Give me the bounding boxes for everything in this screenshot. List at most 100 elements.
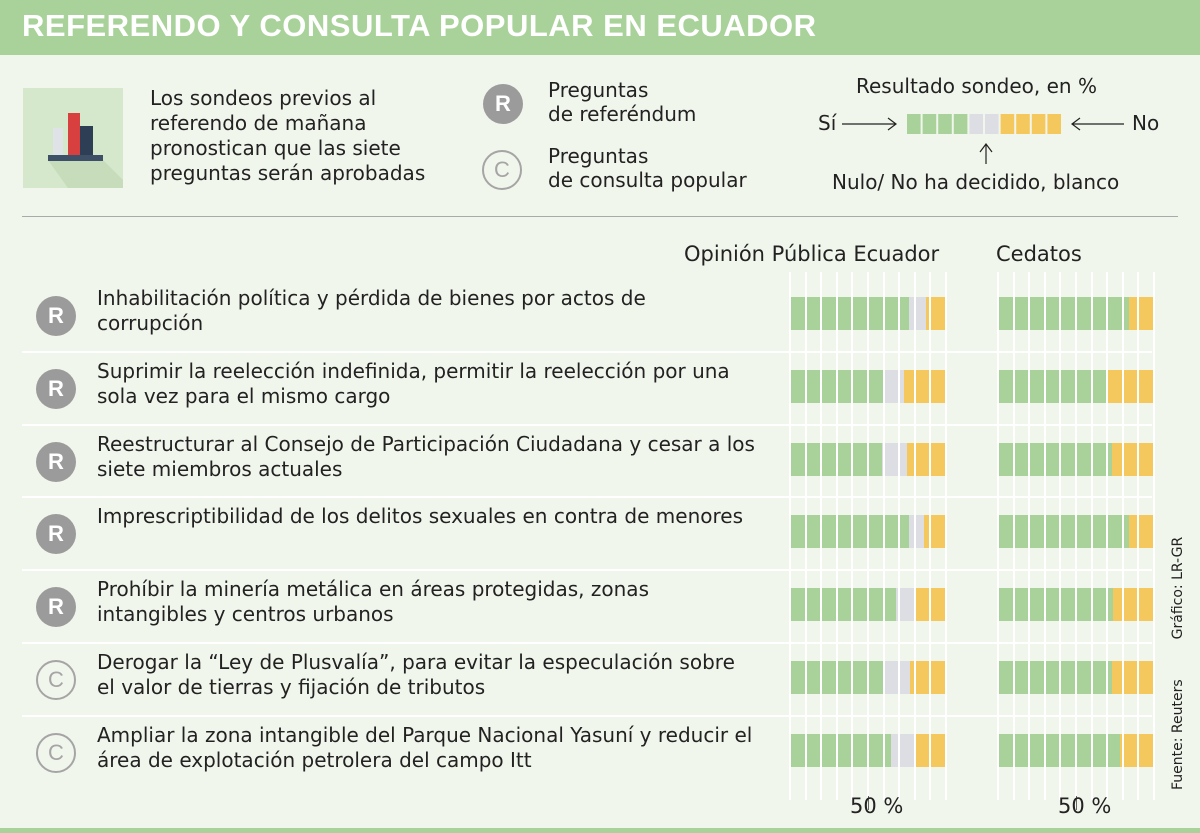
grid-line bbox=[1012, 272, 1015, 800]
bar-ope-no bbox=[924, 515, 946, 548]
arrow-up-icon bbox=[979, 143, 993, 164]
grid-line bbox=[867, 272, 869, 800]
question-text: Suprimir la reelección indefinida, permi… bbox=[97, 359, 730, 408]
legend-sample-segment bbox=[969, 114, 983, 134]
question-text: Imprescriptibilidad de los delitos sexua… bbox=[97, 504, 743, 528]
legend-sample-segment bbox=[953, 114, 968, 134]
legend-sample-segment bbox=[1047, 114, 1061, 134]
bar-cedatos-no bbox=[1111, 661, 1154, 694]
bar-chart-icon bbox=[23, 88, 123, 188]
legend-si: Sí bbox=[818, 111, 837, 135]
legend-sample-bar bbox=[842, 114, 1124, 164]
legend-sample-segment bbox=[1000, 114, 1015, 134]
bar-ope-nulo bbox=[883, 370, 904, 403]
bar-cedatos-si bbox=[998, 588, 1114, 621]
legend-sample-segment bbox=[1016, 114, 1030, 134]
legend-sample-segment bbox=[907, 114, 921, 134]
grid-line bbox=[913, 272, 916, 800]
grid-line bbox=[1059, 272, 1062, 800]
bar-ope-nulo bbox=[896, 588, 917, 621]
referendum-badge-icon: R bbox=[36, 369, 76, 409]
question-row: C Derogar la “Ley de Plusvalía”, para evi… bbox=[22, 644, 1152, 717]
bar-ope-si bbox=[790, 734, 892, 767]
bar-cedatos-si bbox=[998, 661, 1112, 694]
bar-ope-nulo bbox=[908, 297, 926, 330]
legend-referendum-line1: Preguntas bbox=[548, 78, 649, 102]
grid-line bbox=[1043, 272, 1046, 800]
bar-ope-si bbox=[790, 515, 909, 548]
referendum-badge-icon: R bbox=[36, 587, 76, 627]
bar-cedatos-si bbox=[998, 370, 1108, 403]
page-title: REFERENDO Y CONSULTA POPULAR EN ECUADOR bbox=[22, 8, 817, 43]
row-separator bbox=[22, 569, 1152, 571]
referendum-badge-icon: R bbox=[483, 84, 523, 124]
bar-ope-nulo bbox=[908, 515, 925, 548]
row-separator bbox=[22, 496, 1152, 498]
tick-label-ope: 50 % bbox=[850, 794, 904, 818]
bar-ope-nulo bbox=[882, 443, 907, 476]
grid-line bbox=[882, 272, 885, 800]
bar-cedatos-si bbox=[998, 734, 1120, 767]
question-row: R Suprimir la reelección indefinida, perm… bbox=[22, 353, 1152, 426]
bar-cedatos-no bbox=[1107, 370, 1154, 403]
grid-line bbox=[945, 272, 947, 800]
question-row: R Imprescriptibilidad de los delitos sexu… bbox=[22, 498, 1152, 571]
divider bbox=[22, 216, 1178, 217]
arrow-right-icon bbox=[842, 117, 897, 131]
bar-cedatos-no bbox=[1129, 515, 1154, 548]
legend-referendum-line2: de referéndum bbox=[548, 102, 697, 126]
question-text: Ampliar la zona intangible del Parque Na… bbox=[97, 723, 753, 772]
grid-line bbox=[1137, 272, 1140, 800]
grid-line bbox=[1106, 272, 1109, 800]
bar-ope-nulo bbox=[891, 734, 917, 767]
bar-cedatos-no bbox=[1119, 734, 1154, 767]
question-row: R Prohíbir la minería metálica en áreas p… bbox=[22, 571, 1152, 644]
legend-nulo: Nulo/ No ha decidido, blanco bbox=[832, 170, 1120, 194]
question-row: C Ampliar la zona intangible del Parque N… bbox=[22, 717, 1152, 790]
grid-line bbox=[789, 272, 791, 800]
question-text: Derogar la “Ley de Plusvalía”, para evit… bbox=[97, 650, 735, 699]
row-separator bbox=[22, 642, 1152, 644]
tick-label-cedatos: 50 % bbox=[1058, 794, 1112, 818]
referendum-badge-icon: R bbox=[36, 514, 76, 554]
bar-cedatos-no bbox=[1129, 297, 1154, 330]
bar-ope-no bbox=[907, 443, 946, 476]
legend-sample-segment bbox=[938, 114, 952, 134]
intro-text: Los sondeos previos al referendo de maña… bbox=[150, 86, 426, 185]
question-text: Reestructurar al Consejo de Participació… bbox=[97, 432, 755, 481]
grid-line bbox=[820, 272, 823, 800]
bar-ope-si bbox=[790, 588, 897, 621]
grid-line bbox=[835, 272, 838, 800]
consulta-badge-icon: C bbox=[36, 733, 76, 773]
legend-sample-segment bbox=[985, 114, 999, 134]
source: Fuente: Reuters bbox=[1170, 679, 1186, 790]
source-text: Fuente: Reuters Gráfico: LR-GR bbox=[1170, 537, 1186, 790]
bar-ope-si bbox=[790, 297, 909, 330]
legend-result-title: Resultado sondeo, en % bbox=[856, 74, 1097, 98]
tick-50-ope bbox=[868, 796, 869, 810]
bar-cedatos-si bbox=[998, 297, 1130, 330]
legend-consulta-line2: de consulta popular bbox=[548, 168, 747, 192]
legend-no: No bbox=[1132, 111, 1160, 135]
grid-line bbox=[1090, 272, 1093, 800]
legend-sample-segment bbox=[922, 114, 937, 134]
credit: Gráfico: LR-GR bbox=[1170, 536, 1186, 640]
column-header-cedatos: Cedatos bbox=[996, 242, 1082, 266]
grid-line bbox=[1153, 272, 1155, 800]
row-separator bbox=[22, 424, 1152, 426]
row-separator bbox=[22, 715, 1152, 717]
consulta-badge-icon: C bbox=[36, 660, 76, 700]
legend-consulta-line1: Preguntas bbox=[548, 144, 649, 168]
question-text: Prohíbir la minería metálica en áreas pr… bbox=[97, 577, 649, 626]
legend-consulta: Preguntas de consulta popular bbox=[548, 144, 747, 192]
referendum-badge-icon: R bbox=[36, 296, 76, 336]
bar-cedatos-no bbox=[1111, 443, 1154, 476]
bar-ope-no bbox=[910, 661, 946, 694]
arrow-left-icon bbox=[1071, 117, 1124, 131]
grid-line bbox=[851, 272, 854, 800]
bar-cedatos-si bbox=[998, 443, 1112, 476]
grid-line bbox=[804, 272, 807, 800]
grid-line bbox=[997, 272, 999, 800]
column-header-ope: Opinión Pública Ecuador bbox=[684, 242, 940, 266]
bar-ope-nulo bbox=[883, 661, 911, 694]
